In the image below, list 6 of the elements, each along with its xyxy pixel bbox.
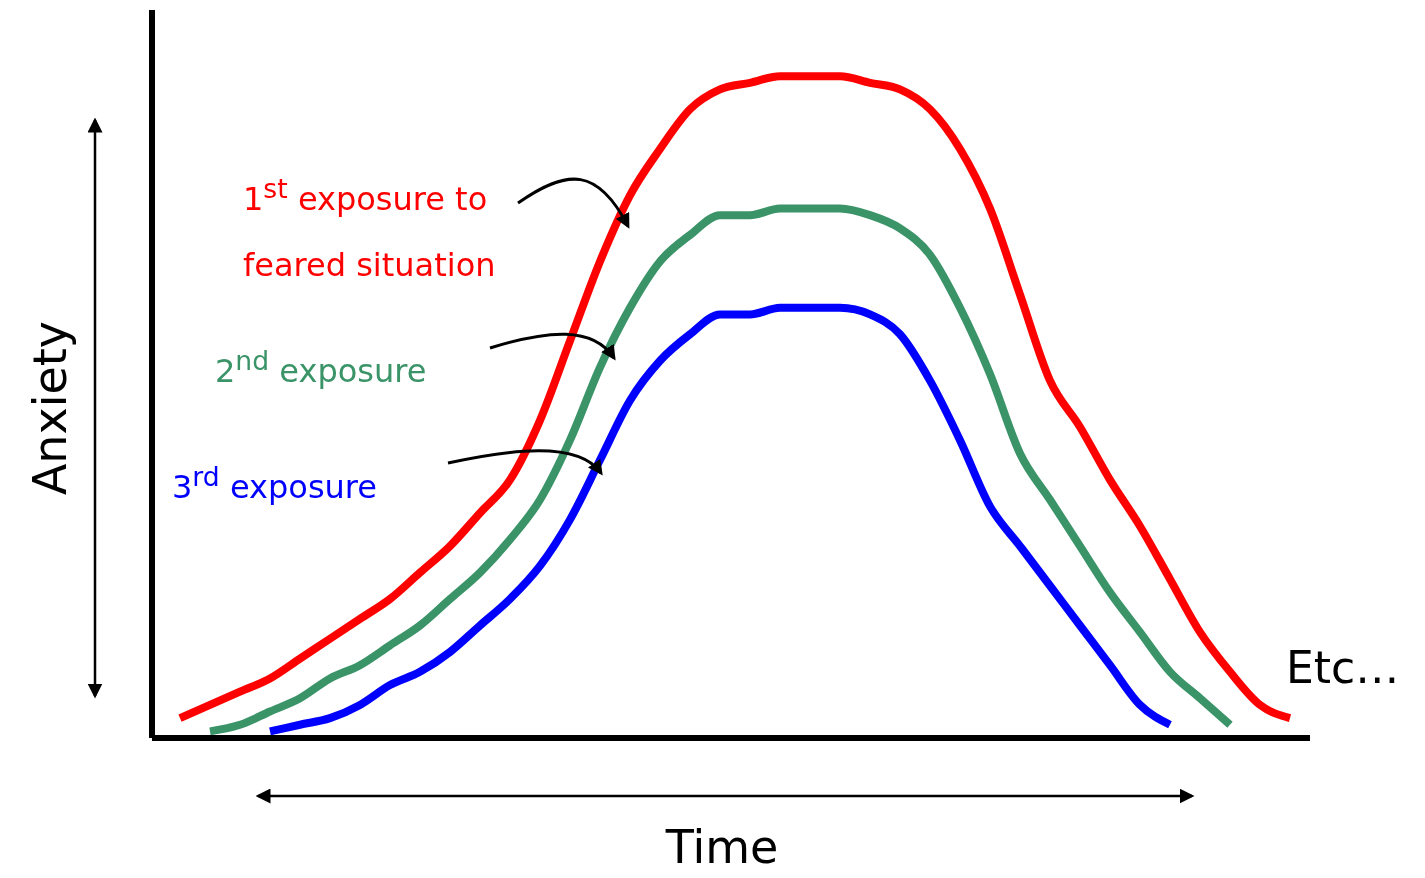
text: 3$^{rd}$ exposure xyxy=(172,460,378,508)
text: 2$^{nd}$ exposure xyxy=(215,344,428,392)
y-axis-title: Anxiety xyxy=(23,320,77,496)
x-axis-title: Time xyxy=(665,820,779,874)
text: 1$^{st}$ exposure to feared situation xyxy=(243,172,497,286)
annotation: Etc… xyxy=(1286,642,1400,693)
